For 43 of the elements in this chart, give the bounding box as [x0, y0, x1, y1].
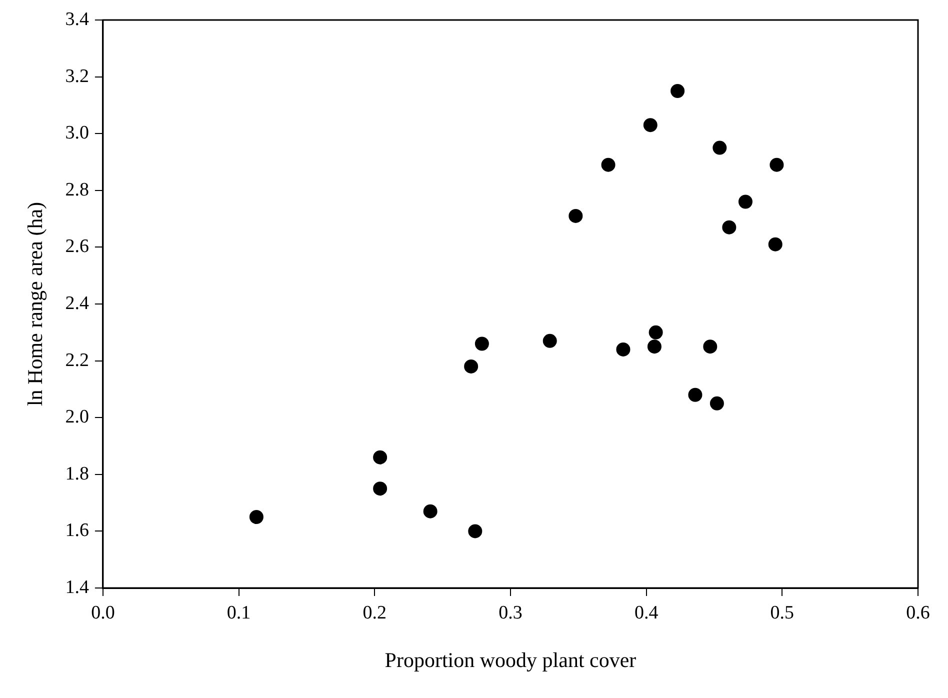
- point: [423, 504, 438, 518]
- x-tick-label: 0.1: [226, 602, 251, 624]
- point: [373, 450, 388, 464]
- point: [670, 84, 685, 98]
- y-tick-label: 3.4: [65, 8, 90, 30]
- point: [601, 158, 616, 172]
- y-tick-label: 1.4: [65, 576, 90, 598]
- point: [616, 342, 630, 356]
- y-tick-label: 2.6: [65, 236, 89, 258]
- point: [703, 340, 718, 354]
- y-tick-label: 1.8: [65, 463, 89, 484]
- x-axis-title: Proportion woody plant cover: [384, 648, 636, 672]
- point: [768, 237, 782, 252]
- point: [643, 118, 658, 132]
- point: [542, 334, 557, 348]
- point: [468, 524, 482, 538]
- x-tick-label: 0.4: [634, 602, 659, 624]
- point: [373, 482, 388, 496]
- y-axis-title: ln Home range area (ha): [23, 202, 48, 406]
- point: [568, 208, 583, 223]
- y-tick-label: 3.2: [65, 66, 89, 87]
- x-tick-label: 0.5: [770, 602, 794, 624]
- point: [738, 194, 752, 209]
- point: [464, 359, 478, 374]
- point: [688, 388, 702, 402]
- y-tick-label: 1.6: [65, 520, 89, 542]
- point: [647, 340, 662, 354]
- x-tick-label: 0.3: [498, 602, 522, 624]
- x-tick-label: 0.6: [906, 602, 930, 624]
- point: [770, 158, 784, 172]
- point: [712, 140, 727, 155]
- point: [474, 336, 489, 351]
- point: [648, 325, 663, 340]
- y-tick-label: 2.4: [65, 292, 90, 314]
- point: [249, 510, 264, 524]
- y-tick-label: 2.0: [65, 406, 89, 428]
- y-tick-label: 2.2: [65, 350, 89, 371]
- x-tick-label: 0.0: [91, 602, 115, 624]
- x-tick-label: 0.2: [362, 602, 387, 624]
- point: [710, 396, 724, 410]
- point: [722, 220, 736, 234]
- y-tick-label: 3.0: [65, 122, 89, 144]
- y-tick-label: 2.8: [65, 179, 89, 200]
